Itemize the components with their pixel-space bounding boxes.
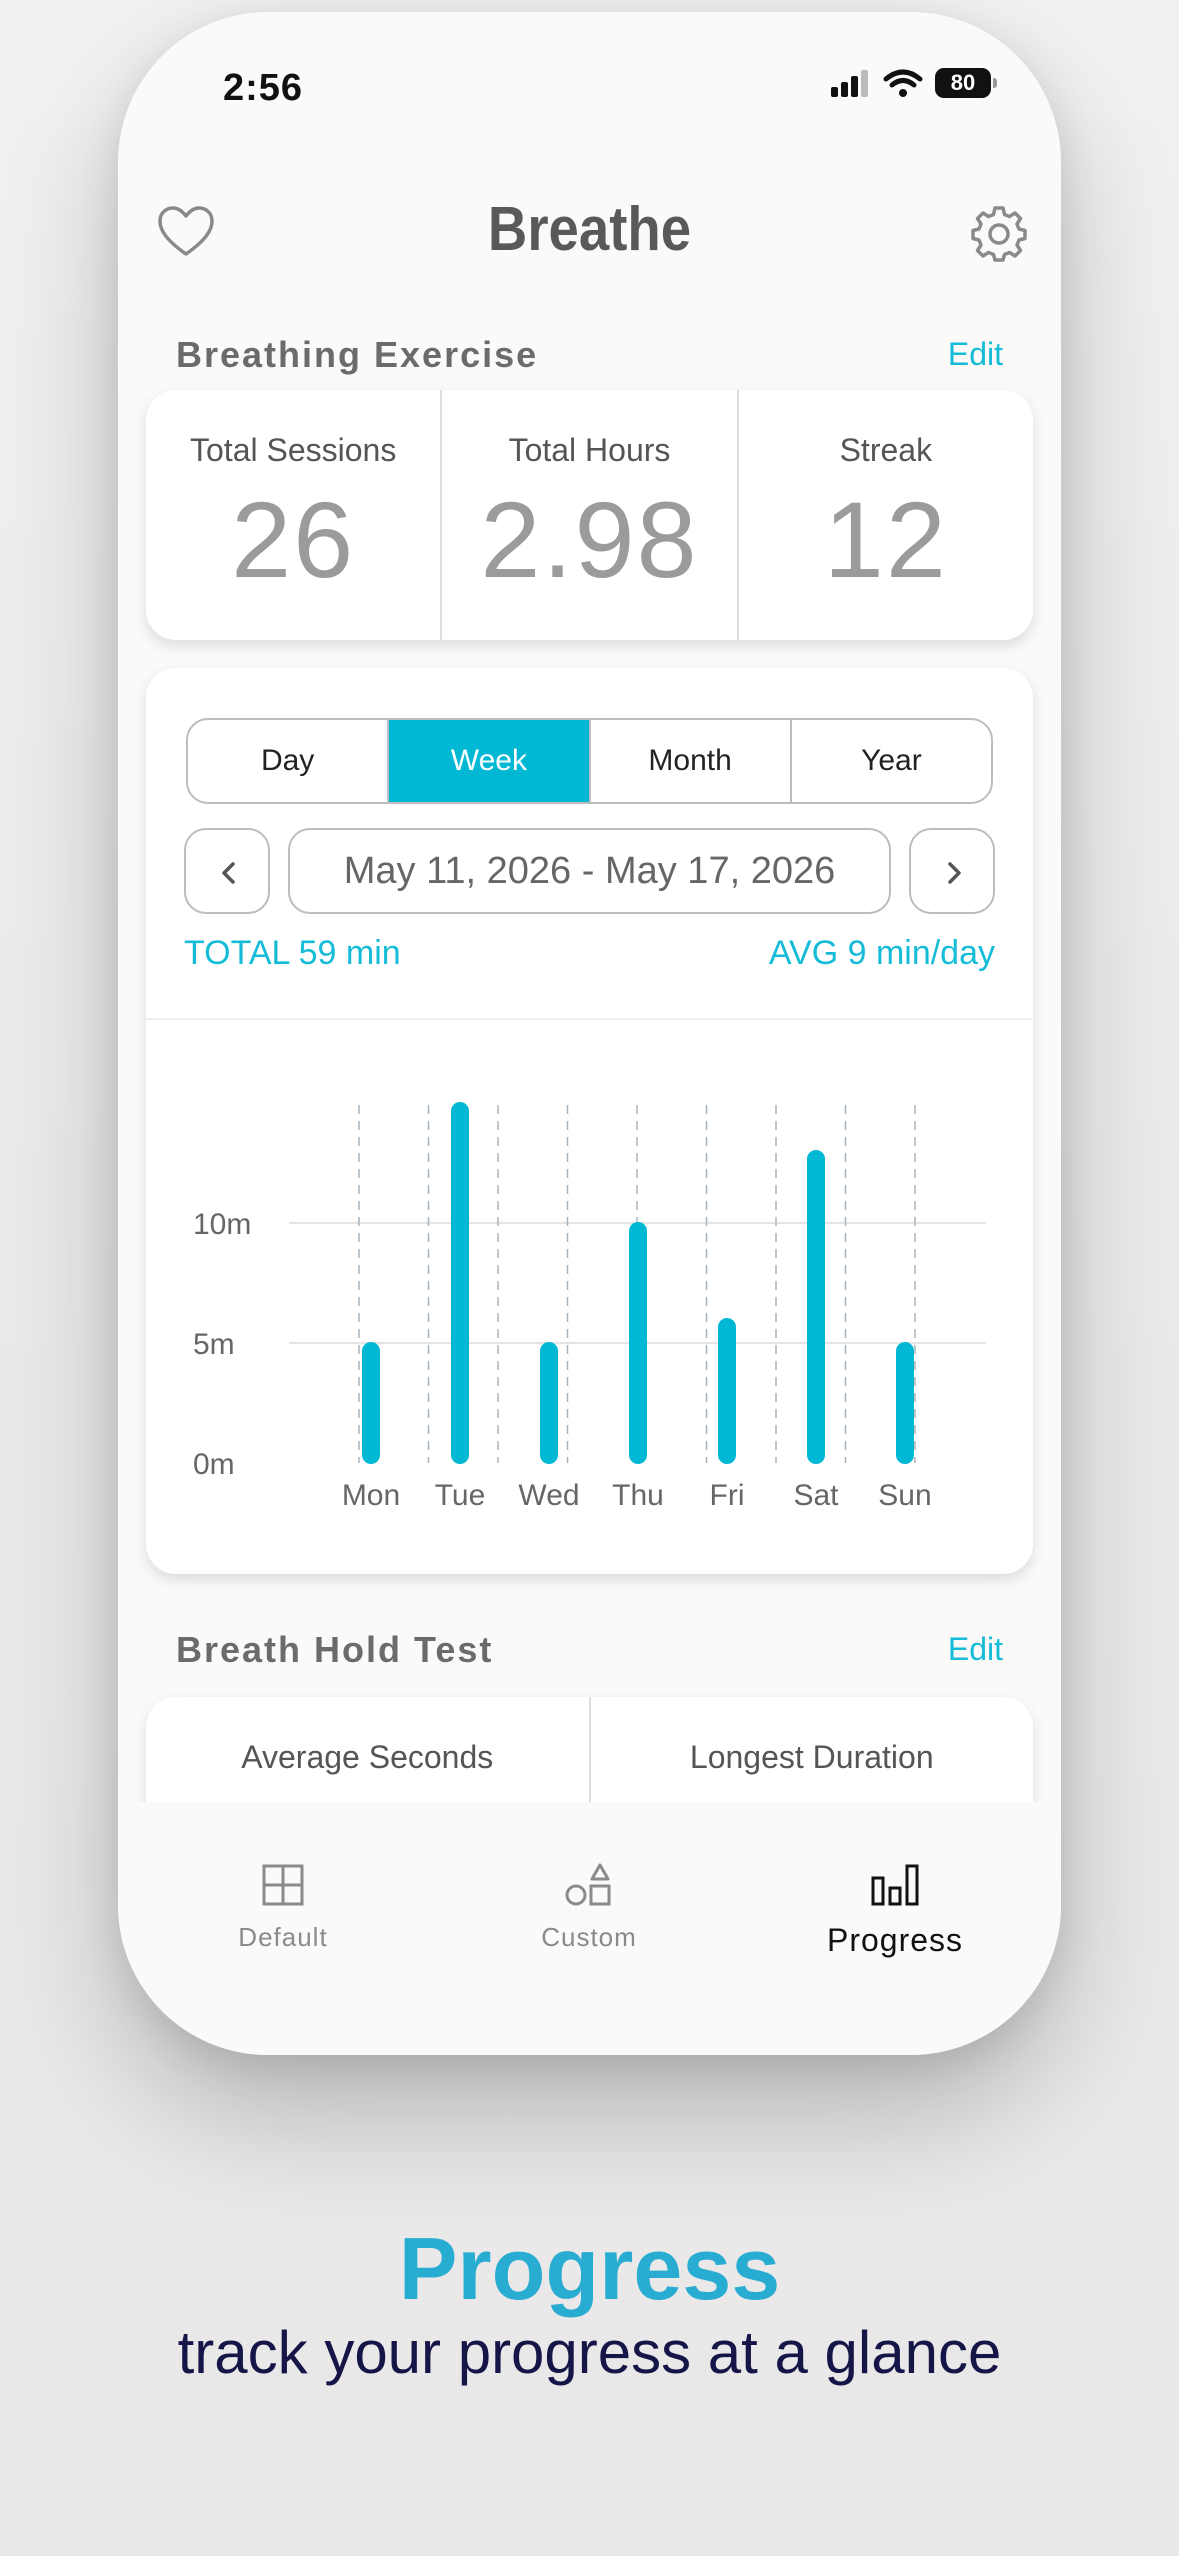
x-tick-label: Sat	[793, 1479, 839, 1512]
x-tick-label: Mon	[342, 1479, 400, 1512]
progress-chart-card: Day Week Month Year May 11, 2026 - May 1…	[146, 668, 1033, 1574]
tab-default[interactable]: Default	[173, 1862, 393, 1953]
status-icons: 80	[831, 68, 997, 98]
x-tick-label: Tue	[435, 1479, 486, 1512]
heart-icon[interactable]	[156, 202, 216, 262]
breathing-edit-button[interactable]: Edit	[947, 336, 1003, 372]
shapes-icon	[565, 1863, 611, 1906]
stat-label: Total Sessions	[190, 432, 397, 468]
phone-frame: 2:56 80 Breathe	[118, 12, 1061, 2055]
stat-value: 2.98	[480, 479, 699, 600]
status-time: 2:56	[223, 67, 304, 109]
y-tick-label: 0m	[193, 1448, 235, 1481]
grid-icon	[262, 1864, 304, 1906]
wifi-icon	[883, 69, 923, 97]
total-minutes: TOTAL 59 min	[184, 934, 401, 972]
bottom-tab-bar: Default Custom Progress	[118, 1802, 1061, 2055]
stat-label: Average Seconds	[241, 1739, 494, 1775]
stat-label: Streak	[839, 432, 933, 468]
bar-chart-icon	[871, 1864, 919, 1906]
y-tick-label: 5m	[193, 1328, 235, 1361]
y-tick-label: 10m	[193, 1208, 251, 1241]
breath-hold-edit-button[interactable]: Edit	[947, 1631, 1003, 1667]
period-segmented-control: Day Week Month Year	[186, 718, 993, 804]
tab-label: Default	[238, 1922, 328, 1952]
stat-label: Longest Duration	[689, 1739, 934, 1775]
tab-month[interactable]: Month	[588, 720, 790, 802]
breath-hold-section-title: Breath Hold Test	[176, 1629, 494, 1670]
breath-hold-section-header: Breath Hold Test Edit	[176, 1629, 1003, 1689]
tab-progress[interactable]: Progress	[785, 1862, 1005, 1959]
breathing-stats-card: Total Sessions 26 Total Hours 2.98 Strea…	[146, 390, 1033, 640]
tab-label: Custom	[541, 1922, 637, 1952]
x-tick-label: Thu	[612, 1479, 664, 1512]
signal-icon	[831, 70, 868, 97]
breathing-section-title: Breathing Exercise	[176, 334, 539, 375]
stat-total-hours: Total Hours 2.98	[440, 390, 736, 640]
tab-custom[interactable]: Custom	[479, 1862, 699, 1953]
chevron-right-icon	[948, 862, 961, 884]
tab-year[interactable]: Year	[789, 720, 991, 802]
nav-bar: Breathe	[118, 172, 1061, 292]
x-tick-label: Fri	[710, 1479, 745, 1512]
average-minutes: AVG 9 min/day	[768, 934, 995, 972]
app-title: Breathe	[487, 195, 692, 264]
promo-subtitle: track your progress at a glance	[177, 2319, 1002, 2386]
tab-label: Progress	[826, 1922, 964, 1958]
date-range-row: May 11, 2026 - May 17, 2026	[184, 828, 995, 914]
stat-label: Total Hours	[508, 432, 671, 468]
next-range-button[interactable]	[909, 828, 995, 914]
breathing-section-header: Breathing Exercise Edit	[176, 334, 1003, 394]
tab-day[interactable]: Day	[260, 744, 315, 777]
stat-value: 12	[823, 479, 948, 600]
stat-value: 26	[231, 479, 356, 600]
status-bar: 2:56 80	[118, 12, 1061, 162]
weekly-bar-chart: 0m 5m 10m Mon Tue Wed Thu Fri Sat Sun	[193, 1102, 986, 1512]
tab-week[interactable]: Week	[387, 720, 589, 802]
previous-range-button[interactable]	[184, 828, 270, 914]
x-tick-label: Sun	[878, 1479, 931, 1512]
stat-total-sessions: Total Sessions 26	[146, 390, 440, 640]
chevron-left-icon	[222, 862, 235, 884]
x-tick-label: Wed	[518, 1479, 579, 1512]
gear-icon[interactable]	[969, 202, 1029, 262]
promo-title: Progress	[398, 2219, 781, 2318]
date-range-label[interactable]: May 11, 2026 - May 17, 2026	[288, 828, 891, 914]
battery-icon: 80	[935, 68, 997, 98]
chart-divider	[146, 1018, 1033, 1020]
stat-streak: Streak 12	[736, 390, 1033, 640]
